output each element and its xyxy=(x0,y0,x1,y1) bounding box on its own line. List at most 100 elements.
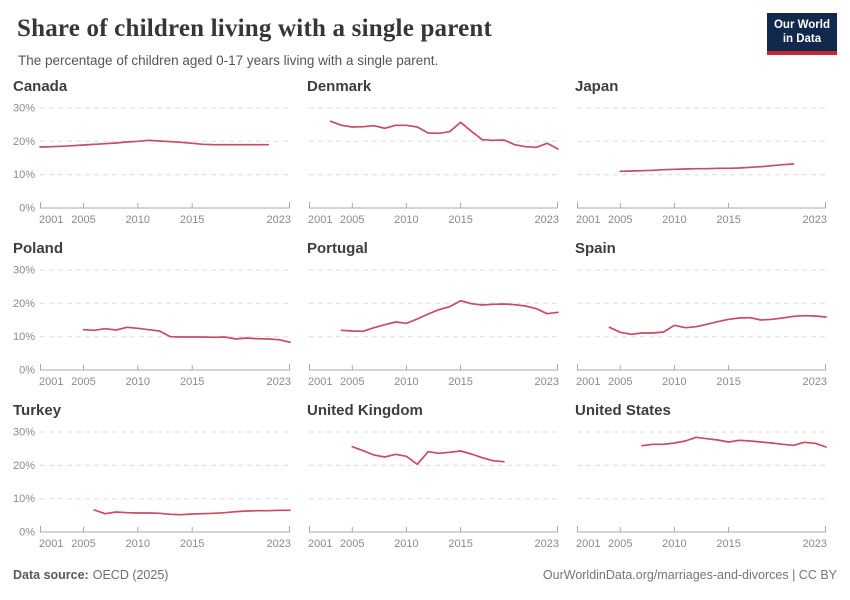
x-tick-label: 2015 xyxy=(448,376,472,388)
x-tick-label: 2010 xyxy=(126,376,150,388)
y-tick-label: 20% xyxy=(13,136,35,148)
x-tick-label: 2015 xyxy=(180,214,204,226)
x-tick-label: 2015 xyxy=(716,214,740,226)
x-tick-label: 2001 xyxy=(576,214,600,226)
x-tick-label: 2001 xyxy=(39,538,63,550)
x-tick-label: 2001 xyxy=(308,376,332,388)
facet-turkey: Turkey 2001 2005 2010 2015 2023 0% 10% 20% 30% xyxy=(13,402,292,552)
data-line-portugal xyxy=(340,299,559,333)
x-tick-label: 2005 xyxy=(71,214,95,226)
facet-spain: Spain 2001 2005 2010 2015 2023 xyxy=(575,240,828,390)
data-line-denmark xyxy=(329,120,559,150)
x-tick-label: 2023 xyxy=(535,538,559,550)
page-title: Share of children living with a single p… xyxy=(17,15,493,42)
x-tick-label: 2010 xyxy=(662,214,686,226)
x-tick-label: 2015 xyxy=(180,376,204,388)
data-line-united-kingdom xyxy=(351,445,505,466)
data-line-turkey xyxy=(93,509,291,516)
x-tick-label: 2023 xyxy=(535,376,559,388)
x-tick-label: 2001 xyxy=(576,376,600,388)
y-tick-label: 0% xyxy=(19,365,35,377)
x-tick-label: 2005 xyxy=(608,538,632,550)
y-tick-label: 30% xyxy=(13,427,35,439)
x-tick-label: 2001 xyxy=(39,376,63,388)
owid-logo-line2: in Data xyxy=(782,32,822,45)
line-chart-united-kingdom: 2001 2005 2010 2015 2023 xyxy=(308,431,559,550)
y-tick-label: 10% xyxy=(13,169,35,181)
x-tick-label: 2023 xyxy=(803,376,827,388)
x-tick-label: 2023 xyxy=(267,214,291,226)
x-tick-label: 2005 xyxy=(71,538,95,550)
x-tick-label: 2015 xyxy=(448,538,472,550)
facet-denmark: Denmark 2001 2005 2010 2015 2023 xyxy=(307,78,560,228)
line-chart-spain: 2001 2005 2010 2015 2023 xyxy=(576,269,827,388)
y-tick-label: 10% xyxy=(13,493,35,505)
x-tick-label: 2005 xyxy=(71,376,95,388)
facet-title-spain: Spain xyxy=(575,240,616,257)
data-line-united-states xyxy=(641,436,827,448)
x-tick-label: 2001 xyxy=(39,214,63,226)
owid-logo-line1: Our World xyxy=(773,19,830,31)
x-tick-label: 2010 xyxy=(662,538,686,550)
facet-portugal: Portugal 2001 2005 2010 2015 2023 xyxy=(307,240,560,390)
x-tick-label: 2023 xyxy=(803,538,827,550)
facet-title-united-kingdom: United Kingdom xyxy=(307,402,423,419)
x-tick-label: 2005 xyxy=(340,538,364,550)
x-tick-label: 2005 xyxy=(608,376,632,388)
x-tick-label: 2010 xyxy=(126,538,150,550)
facet-title-denmark: Denmark xyxy=(307,78,372,95)
line-chart-portugal: 2001 2005 2010 2015 2023 xyxy=(308,269,559,388)
y-tick-label: 20% xyxy=(13,298,35,310)
data-source: Data source: OECD (2025) xyxy=(13,568,168,582)
x-tick-label: 2010 xyxy=(394,538,418,550)
facet-united-kingdom: United Kingdom 2001 2005 2010 2015 2023 xyxy=(307,402,560,552)
data-source-value: OECD (2025) xyxy=(92,568,169,582)
facet-title-poland: Poland xyxy=(13,240,64,257)
x-tick-label: 2023 xyxy=(267,538,291,550)
y-tick-label: 20% xyxy=(13,460,35,472)
data-line-canada xyxy=(39,139,270,148)
data-line-spain xyxy=(608,314,827,336)
x-tick-label: 2005 xyxy=(340,214,364,226)
y-tick-label: 30% xyxy=(13,265,35,277)
data-source-label: Data source: xyxy=(13,568,89,582)
facet-title-portugal: Portugal xyxy=(307,240,368,257)
facet-united-states: United States 2001 2005 2010 2015 2023 xyxy=(575,402,828,552)
data-line-japan xyxy=(619,163,795,173)
x-tick-label: 2005 xyxy=(608,214,632,226)
x-tick-label: 2015 xyxy=(716,538,740,550)
x-tick-label: 2010 xyxy=(126,214,150,226)
y-tick-label: 0% xyxy=(19,203,35,215)
facet-grid: Canada 2001 2005 2010 2015 2023 0% 10% 20% 30% Den… xyxy=(13,78,837,552)
x-tick-label: 2010 xyxy=(662,376,686,388)
chart-header: Share of children living with a single p… xyxy=(13,12,837,69)
y-tick-label: 0% xyxy=(19,527,35,539)
facet-canada: Canada 2001 2005 2010 2015 2023 0% 10% 20% 30% xyxy=(13,78,292,228)
line-chart-turkey: 2001 2005 2010 2015 2023 0% 10% 20% 30% xyxy=(13,427,291,551)
facet-title-united-states: United States xyxy=(575,402,671,419)
x-tick-label: 2010 xyxy=(394,214,418,226)
x-tick-label: 2015 xyxy=(448,214,472,226)
chart-footer: Data source: OECD (2025) OurWorldinData.o… xyxy=(13,568,837,582)
facet-poland: Poland 2001 2005 2010 2015 2023 0% 10% 20% 30% xyxy=(13,240,292,390)
x-tick-label: 2023 xyxy=(535,214,559,226)
x-tick-label: 2001 xyxy=(308,214,332,226)
footer-link: OurWorldinData.org/marriages-and-divorce… xyxy=(542,568,837,582)
x-tick-label: 2001 xyxy=(308,538,332,550)
facet-title-japan: Japan xyxy=(575,78,619,95)
x-tick-label: 2023 xyxy=(803,214,827,226)
page-subtitle: The percentage of children aged 0-17 yea… xyxy=(18,53,439,68)
x-tick-label: 2001 xyxy=(576,538,600,550)
x-tick-label: 2010 xyxy=(394,376,418,388)
x-tick-label: 2015 xyxy=(180,538,204,550)
data-line-poland xyxy=(82,326,291,344)
facet-japan: Japan 2001 2005 2010 2015 2023 xyxy=(575,78,828,228)
x-tick-label: 2023 xyxy=(267,376,291,388)
x-tick-label: 2005 xyxy=(340,376,364,388)
header-titles: Share of children living with a single p… xyxy=(13,12,492,69)
facet-title-turkey: Turkey xyxy=(13,402,62,419)
line-chart-united-states: 2001 2005 2010 2015 2023 xyxy=(576,431,827,550)
line-chart-canada: 2001 2005 2010 2015 2023 0% 10% 20% 30% xyxy=(13,103,291,227)
x-tick-label: 2015 xyxy=(716,376,740,388)
